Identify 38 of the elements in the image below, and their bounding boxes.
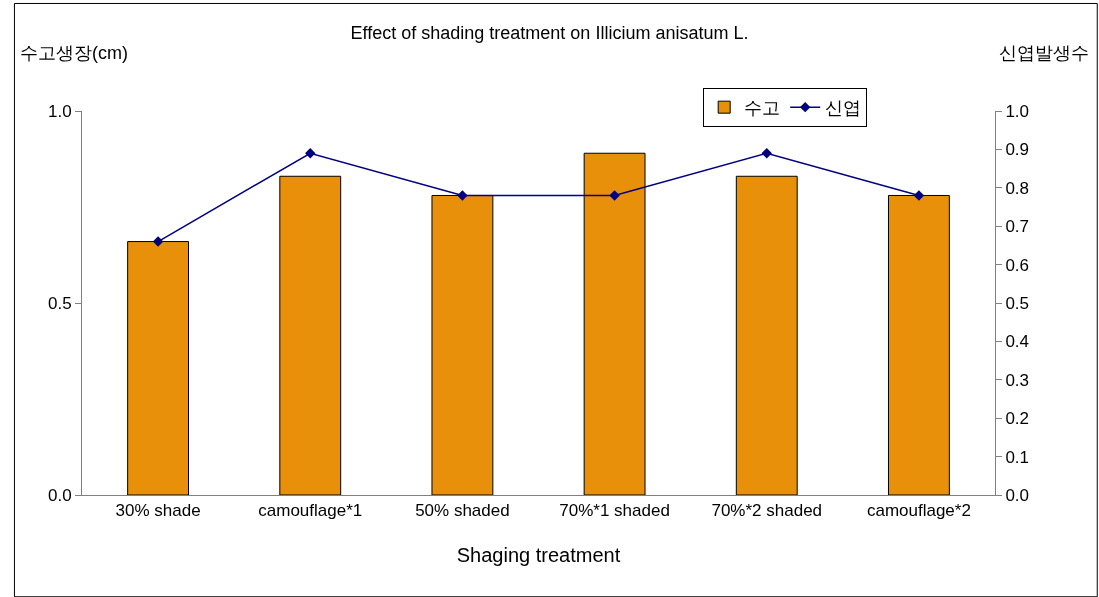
y2-tick-label: 0.9 <box>1005 140 1030 160</box>
y2-tick-label: 0.6 <box>1005 255 1030 275</box>
y2-tick-label: 0.8 <box>1005 178 1030 198</box>
y2-tick-label: 0.2 <box>1005 409 1030 429</box>
x-tick-label: 50% shaded <box>415 501 510 521</box>
chart-title: Effect of shading treatment on Illicium anisatum L. <box>350 23 749 44</box>
y-tick-label: 0.5 <box>47 293 72 313</box>
legend-label: 수고 <box>744 98 781 119</box>
bar <box>279 175 342 495</box>
y2-tick-label: 1.0 <box>1005 101 1030 121</box>
y-axis-title: 수고생장(cm) <box>20 43 128 63</box>
x-tick-label: camouflage*2 <box>866 501 971 521</box>
x-axis-title: Shaging treatment <box>456 543 621 566</box>
point <box>305 148 316 159</box>
legend-label: 신엽 <box>825 98 862 119</box>
point <box>152 236 164 247</box>
point <box>761 148 772 159</box>
y2-tick-label: 0.0 <box>1005 485 1030 505</box>
x-tick-label: camouflage*1 <box>258 501 363 521</box>
bar <box>735 175 798 495</box>
point <box>457 190 468 201</box>
y2-tick-label: 0.7 <box>1005 217 1030 237</box>
point <box>913 190 925 201</box>
y2-tick-label: 0.3 <box>1005 370 1030 390</box>
x-tick-label: 70%*1 shaded <box>559 501 670 521</box>
y-tick-label: 1.0 <box>47 101 72 121</box>
x-tick-label: 70%*2 shaded <box>711 501 823 521</box>
y2-tick-label: 0.4 <box>1005 332 1030 352</box>
y2-tick-label: 0.5 <box>1005 293 1030 313</box>
bar <box>583 152 646 495</box>
point <box>609 190 620 201</box>
bar <box>127 241 190 495</box>
bar <box>887 194 950 495</box>
y-tick-label: 0.0 <box>47 485 72 505</box>
y2-tick-label: 0.1 <box>1005 447 1030 467</box>
bar <box>431 194 494 495</box>
x-tick-label: 30% shade <box>115 501 201 521</box>
y2-axis-title: 신엽발생수 <box>999 43 1089 63</box>
